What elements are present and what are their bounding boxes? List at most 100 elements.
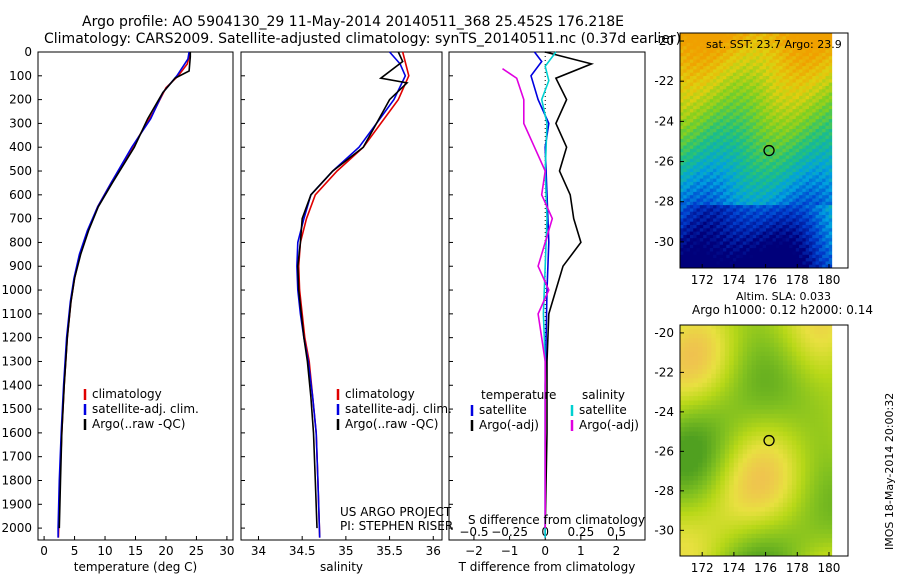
heatmap-cell	[782, 82, 787, 87]
heatmap-cell	[749, 33, 754, 37]
heatmap-cell	[719, 138, 724, 143]
heatmap-cell	[818, 476, 824, 481]
heatmap-cell	[716, 33, 721, 37]
heatmap-cell	[739, 168, 744, 173]
heatmap-cell	[683, 79, 688, 84]
heatmap-cell	[791, 409, 797, 415]
heatmap-cell	[800, 467, 806, 473]
heatmap-cell	[828, 201, 833, 206]
heatmap-cell	[723, 261, 727, 266]
heatmap-cell	[782, 422, 788, 428]
heatmap-cell	[800, 325, 806, 330]
heatmap-cell	[709, 181, 714, 186]
heatmap-cell	[789, 231, 793, 236]
heatmap-cell	[822, 208, 826, 213]
heatmap-cell	[805, 195, 810, 199]
heatmap-cell	[769, 162, 774, 166]
heatmap-cell	[774, 400, 779, 406]
heatmap-cell	[812, 251, 817, 256]
heatmap-cell	[709, 105, 714, 110]
heatmap-cell	[818, 198, 823, 203]
heatmap-cell	[680, 436, 685, 441]
heatmap-cell	[684, 400, 690, 406]
heatmap-cell	[756, 181, 760, 186]
x-tick-label: 0	[541, 544, 549, 558]
heatmap-cell	[799, 49, 803, 54]
heatmap-cell	[693, 69, 697, 74]
heatmap-cell	[792, 129, 797, 133]
heatmap-cell	[742, 238, 747, 242]
heatmap-cell	[696, 244, 701, 249]
heatmap-cell	[724, 418, 730, 424]
heatmap-cell	[680, 329, 685, 335]
heatmap-cell	[726, 188, 731, 193]
heatmap-cell	[729, 205, 734, 209]
heatmap-cell	[702, 427, 708, 433]
heatmap-cell	[684, 409, 690, 415]
heatmap-cell	[818, 158, 823, 163]
heatmap-cell	[789, 39, 793, 44]
heatmap-cell	[782, 168, 787, 173]
heatmap-cell	[715, 378, 721, 384]
heatmap-cell	[809, 444, 815, 450]
heatmap-cell	[697, 409, 703, 415]
heatmap-cell	[697, 476, 703, 481]
heatmap-cell	[805, 211, 810, 216]
heatmap-cell	[713, 52, 717, 57]
y-tick-label: 1000	[1, 283, 32, 297]
heatmap-cell	[772, 248, 777, 252]
heatmap-cell	[749, 95, 754, 100]
heatmap-cell	[693, 125, 697, 130]
heatmap-cell	[699, 241, 704, 246]
heatmap-cell	[809, 135, 813, 140]
heatmap-cell	[782, 502, 788, 508]
heatmap-cell	[775, 152, 780, 156]
heatmap-cell	[706, 444, 712, 450]
heatmap-cell	[789, 234, 793, 239]
heatmap-cell	[689, 59, 694, 64]
heatmap-cell	[759, 76, 764, 80]
heatmap-cell	[739, 205, 744, 209]
heatmap-cell	[696, 115, 701, 120]
heatmap-cell	[742, 338, 748, 344]
heatmap-cell	[684, 422, 690, 428]
heatmap-cell	[749, 228, 754, 233]
heatmap-cell	[759, 198, 764, 203]
heatmap-cell	[729, 162, 734, 166]
heatmap-cell	[823, 458, 829, 464]
heatmap-cell	[697, 400, 703, 406]
heatmap-cell	[683, 105, 688, 110]
heatmap-cell	[805, 462, 811, 468]
heatmap-cell	[782, 195, 787, 199]
heatmap-cell	[823, 378, 829, 384]
heatmap-cell	[785, 112, 790, 117]
heatmap-cell	[800, 436, 806, 441]
heatmap-cell	[791, 405, 797, 410]
heatmap-cell	[689, 234, 694, 239]
heatmap-cell	[699, 66, 704, 70]
heatmap-cell	[693, 165, 697, 170]
heatmap-cell	[818, 241, 823, 246]
heatmap-cell	[762, 162, 767, 166]
heatmap-cell	[736, 89, 740, 94]
heatmap-cell	[739, 119, 744, 123]
heatmap-cell	[782, 178, 787, 183]
heatmap-cell	[742, 211, 747, 216]
heatmap-cell	[799, 46, 803, 50]
heatmap-cell	[723, 62, 727, 67]
heatmap-cell	[828, 225, 833, 229]
heatmap-cell	[809, 162, 813, 166]
heatmap-cell	[709, 148, 714, 153]
heatmap-cell	[680, 396, 685, 401]
heatmap-cell	[742, 152, 747, 156]
heatmap-cell	[825, 72, 830, 77]
heatmap-cell	[785, 165, 790, 170]
heatmap-cell	[772, 115, 777, 120]
heatmap-cell	[818, 254, 823, 259]
heatmap-cell	[789, 76, 793, 80]
heatmap-cell	[696, 138, 701, 143]
heatmap-cell	[785, 95, 790, 100]
heatmap-cell	[815, 264, 820, 269]
heatmap-cell	[752, 122, 757, 127]
heatmap-cell	[759, 122, 764, 127]
